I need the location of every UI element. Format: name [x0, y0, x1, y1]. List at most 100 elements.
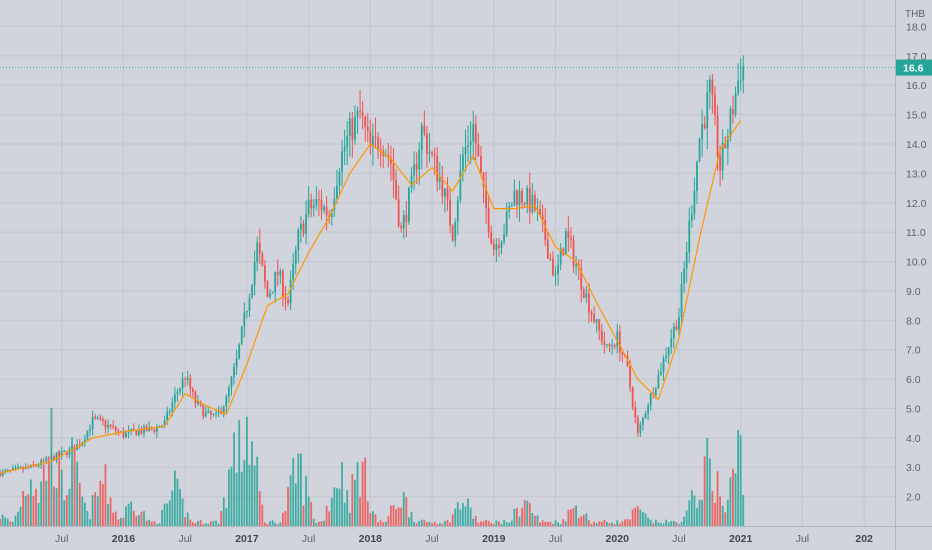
candle-body — [606, 344, 608, 346]
volume-bar — [263, 522, 266, 526]
candle-body — [71, 446, 73, 449]
candle-body — [42, 460, 45, 462]
volume-bar — [647, 517, 650, 526]
candle-body — [271, 292, 274, 294]
candle-body — [83, 439, 86, 443]
candle-body — [726, 136, 729, 149]
volume-bar — [742, 494, 745, 526]
volume-bar — [544, 521, 547, 526]
candle-body — [269, 293, 271, 297]
price-tick-label: 15.0 — [906, 110, 927, 122]
candle-body — [14, 467, 17, 469]
volume-bar — [235, 472, 238, 526]
volume-bar — [534, 515, 536, 526]
price-tick-label: 18.0 — [906, 21, 927, 33]
time-tick-label: Jul — [178, 533, 191, 545]
volume-bar — [287, 486, 289, 526]
volume-bar — [158, 523, 161, 526]
price-tick-label: 13.0 — [906, 168, 927, 180]
candle-body — [184, 378, 187, 380]
candle-body — [564, 231, 567, 256]
candle-body — [454, 222, 457, 241]
volume-bar — [17, 511, 19, 526]
volume-bar — [297, 453, 300, 526]
volume-bar — [184, 517, 187, 526]
volume-bar — [140, 511, 143, 526]
volume-bar — [215, 520, 217, 526]
candle-body — [639, 424, 642, 433]
candle-body — [248, 297, 251, 311]
candle-body — [683, 268, 686, 284]
candle-body — [490, 232, 493, 244]
volume-bar — [204, 523, 207, 526]
volume-bar — [402, 491, 405, 526]
candle-body — [359, 110, 361, 113]
volume-bar — [76, 461, 79, 526]
candle-body — [451, 225, 454, 241]
candle-body — [485, 186, 487, 209]
volume-bar — [377, 522, 379, 526]
volume-bar — [109, 497, 112, 526]
volume-bar — [312, 518, 315, 526]
volume-bar — [125, 506, 127, 526]
candle-body — [307, 199, 310, 215]
candle-body — [222, 406, 225, 414]
candle-body — [420, 125, 423, 151]
volume-bar — [554, 520, 557, 526]
volume-bar — [258, 491, 261, 526]
candle-body — [94, 416, 97, 419]
volume-bar — [549, 521, 552, 526]
candle-body — [24, 466, 27, 470]
volume-bar — [480, 521, 482, 526]
candle-body — [570, 238, 572, 241]
volume-bar — [212, 520, 215, 526]
volume-bar — [685, 510, 688, 526]
candle-body — [58, 452, 61, 456]
volume-bar — [526, 500, 529, 526]
candlesticks — [0, 55, 745, 478]
volume-bar — [256, 456, 259, 526]
volume-bar — [300, 453, 302, 526]
volume-bar — [384, 521, 387, 526]
volume-bar — [63, 500, 66, 526]
candle-body — [680, 283, 683, 317]
candle-body — [405, 215, 408, 222]
candle-body — [706, 92, 709, 129]
candle-body — [729, 108, 732, 137]
time-tick-label: 2019 — [482, 533, 506, 545]
volume-bar — [626, 519, 629, 526]
candle-body — [227, 387, 230, 397]
volume-bar — [325, 506, 328, 526]
volume-bar — [531, 512, 534, 526]
candle-body — [125, 432, 127, 438]
volume-bar — [289, 475, 292, 526]
volume-bar — [86, 510, 89, 526]
volume-bar — [94, 492, 97, 526]
price-axis[interactable]: 2.0 3.0 4.0 5.0 6.0 7.0 8.0 9.0 10.0 11.0 12.0 13.0… — [896, 9, 932, 504]
candle-body — [546, 240, 549, 259]
volume-bar — [624, 519, 626, 526]
candle-body — [672, 326, 675, 339]
volume-bar — [253, 465, 256, 526]
volume-bar — [696, 507, 698, 526]
volume-bar — [243, 459, 246, 526]
candle-body — [613, 345, 616, 347]
volume-bar — [361, 461, 364, 526]
candle-body — [1, 471, 4, 476]
candle-body — [310, 199, 313, 209]
volume-bar — [359, 497, 361, 526]
volume-bar — [464, 506, 467, 526]
volume-bar — [469, 507, 472, 526]
volume-bar — [698, 499, 701, 526]
volume-bar — [320, 521, 323, 526]
time-tick-label: Jul — [672, 533, 685, 545]
candle-body — [215, 412, 217, 415]
volume-bar — [467, 498, 469, 526]
candle-body — [737, 80, 740, 94]
candle-body — [431, 152, 433, 155]
volume-bar — [1, 514, 4, 526]
time-axis[interactable]: Jul 2016 Jul 2017 Jul 2018 Jul 2019 Jul 2020 Jul 20… — [55, 533, 873, 545]
